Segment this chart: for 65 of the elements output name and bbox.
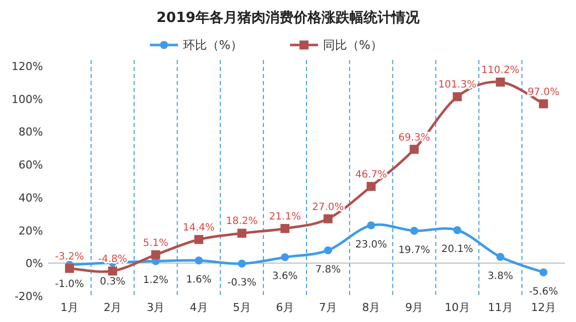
data-label: 101.3% xyxy=(438,80,476,91)
point xyxy=(410,226,418,235)
data-label: 5.1% xyxy=(143,238,168,249)
point xyxy=(194,256,203,265)
data-label: 7.8% xyxy=(315,264,341,276)
point xyxy=(367,221,376,230)
data-label: 14.4% xyxy=(182,222,215,234)
y-tick-label: 20% xyxy=(18,224,43,238)
point xyxy=(324,214,333,224)
point xyxy=(410,144,419,154)
y-tick-label: 60% xyxy=(18,158,43,172)
data-label: -5.6% xyxy=(528,286,558,298)
point xyxy=(280,224,290,233)
x-tick-label: 11月 xyxy=(488,301,513,314)
data-label: 3.8% xyxy=(488,270,514,282)
y-tick-label: 100% xyxy=(12,92,43,106)
data-label: 27.0% xyxy=(312,202,344,213)
x-tick-label: 10月 xyxy=(444,301,470,314)
point xyxy=(280,253,289,262)
x-tick-label: 6月 xyxy=(276,301,294,314)
point xyxy=(65,264,74,273)
point xyxy=(453,226,462,234)
x-tick-label: 8月 xyxy=(362,301,380,314)
point xyxy=(238,260,246,268)
data-label: 110.2% xyxy=(481,65,520,76)
point xyxy=(108,266,118,276)
data-label: 19.7% xyxy=(398,244,430,256)
y-tick-label: 80% xyxy=(18,126,43,139)
x-tick-label: 3月 xyxy=(146,301,165,314)
x-tick-label: 12月 xyxy=(530,301,556,314)
legend-label: 环比（%） xyxy=(183,38,242,52)
data-label: -3.2% xyxy=(55,251,84,262)
data-label: 1.2% xyxy=(143,275,168,286)
y-tick-label: 0% xyxy=(26,257,43,270)
point xyxy=(237,228,246,238)
chart-title: 2019年各月猪肉消费价格涨跌幅统计情况 xyxy=(156,9,420,26)
point xyxy=(496,252,504,261)
data-label: 0.3% xyxy=(100,276,126,288)
data-label: 97.0% xyxy=(528,86,560,98)
y-tick-label: -20% xyxy=(14,290,43,303)
x-tick-label: 9月 xyxy=(405,301,424,314)
point xyxy=(452,92,462,102)
x-tick-label: 5月 xyxy=(232,301,251,314)
data-label: -0.3% xyxy=(227,278,256,289)
x-tick-label: 4月 xyxy=(190,301,208,314)
legend-label: 同比（%） xyxy=(323,38,382,52)
data-label: 23.0% xyxy=(355,239,388,250)
data-label: 21.1% xyxy=(269,211,301,222)
point xyxy=(539,268,548,276)
data-label: 18.2% xyxy=(226,216,258,228)
point xyxy=(194,234,204,244)
x-tick-label: 7月 xyxy=(319,301,338,314)
point xyxy=(496,78,505,87)
data-label: 3.6% xyxy=(272,271,298,282)
x-tick-label: 1月 xyxy=(60,301,79,314)
data-label: -1.0% xyxy=(55,278,84,290)
point xyxy=(538,99,548,108)
y-tick-label: 120% xyxy=(12,60,43,73)
x-tick-label: 2月 xyxy=(104,301,122,314)
y-tick-label: 40% xyxy=(18,191,43,204)
point xyxy=(366,182,376,191)
point xyxy=(324,246,332,254)
point xyxy=(151,250,160,260)
data-label: 1.6% xyxy=(186,274,212,286)
data-label: 20.1% xyxy=(441,244,474,256)
